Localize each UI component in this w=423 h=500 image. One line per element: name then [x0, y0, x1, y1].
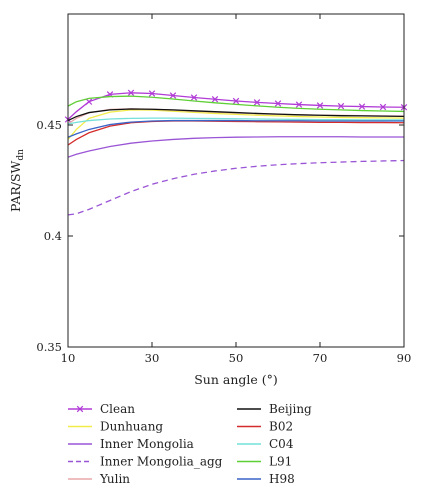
series-marker-0-6	[190, 94, 198, 101]
series-marker-0-1	[85, 98, 93, 105]
legend-marker-0-0	[76, 405, 84, 413]
series-marker-0-14	[358, 103, 366, 110]
x-tick-label-4: 90	[397, 351, 412, 365]
series-line-1	[67, 109, 405, 140]
y-axis-title-main: PAR/SW	[8, 160, 23, 211]
legend-label-1-3: L91	[269, 455, 292, 469]
series-marker-0-13	[337, 102, 345, 110]
legend: Clean Dunhuang Inner Mongolia Inner Mongoli…	[68, 402, 312, 486]
series-line-3	[67, 159, 405, 216]
axis-ticks-group: 10 30 50 70 90 0.35 0.4 0.45	[36, 14, 411, 365]
series-marker-0-9	[253, 99, 261, 106]
series-line-0	[67, 92, 405, 120]
legend-label-1-1: B02	[269, 420, 293, 434]
series-marker-0-5	[169, 92, 177, 99]
plot-frame	[67, 13, 405, 348]
legend-label-1-2: C04	[269, 437, 294, 451]
y-tick-label-0: 0.35	[36, 340, 62, 354]
legend-label-0-4: Yulin	[99, 472, 130, 486]
y-axis-title-subscript: dn	[16, 149, 26, 161]
series-marker-0-4	[148, 90, 156, 97]
x-tick-label-2: 50	[229, 351, 244, 365]
plot-series-group	[64, 89, 408, 216]
series-marker-0-12	[316, 102, 324, 109]
series-marker-0-3	[127, 89, 135, 97]
series-marker-0-15	[379, 103, 387, 111]
y-tick-label-2: 0.45	[36, 118, 62, 132]
series-line-7	[67, 117, 404, 125]
y-axis-title: PAR/SWdn	[8, 149, 26, 212]
legend-label-0-3: Inner Mongolia_agg	[100, 455, 223, 469]
series-marker-0-10	[274, 100, 282, 107]
series-line-5	[67, 108, 405, 122]
legend-label-0-2: Inner Mongolia	[100, 437, 194, 451]
series-marker-0-11	[295, 101, 303, 108]
x-axis-title: Sun angle (°)	[194, 372, 278, 387]
series-marker-0-8	[232, 97, 240, 105]
x-tick-label-3: 70	[313, 351, 328, 365]
series-line-9	[67, 119, 404, 138]
series-line-2	[67, 136, 404, 158]
legend-label-1-4: H98	[269, 472, 295, 486]
series-line-8	[67, 95, 405, 113]
x-tick-label-1: 30	[145, 351, 160, 365]
x-tick-label-0: 10	[61, 351, 76, 365]
legend-label-0-0: Clean	[100, 402, 135, 416]
legend-label-0-1: Dunhuang	[100, 420, 163, 434]
legend-label-1-0: Beijing	[269, 402, 312, 416]
series-marker-0-7	[211, 96, 219, 103]
series-line-6	[67, 120, 405, 146]
y-tick-label-1: 0.4	[44, 229, 62, 243]
